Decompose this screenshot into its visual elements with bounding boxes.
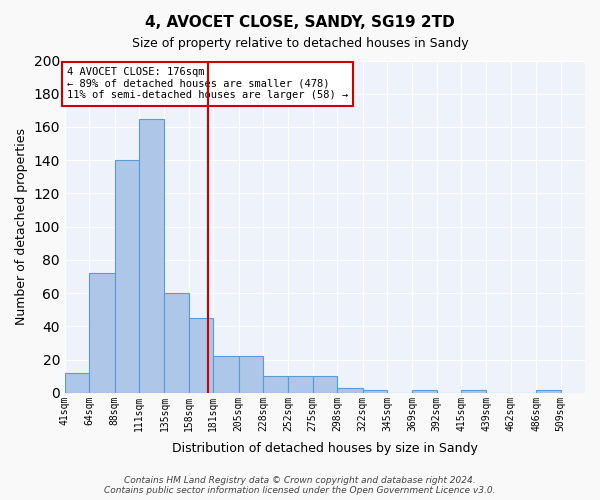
Bar: [337, 388, 362, 393]
Bar: [164, 293, 189, 393]
Bar: [313, 376, 337, 393]
Y-axis label: Number of detached properties: Number of detached properties: [15, 128, 28, 325]
Text: Contains HM Land Registry data © Crown copyright and database right 2024.
Contai: Contains HM Land Registry data © Crown c…: [104, 476, 496, 495]
Bar: [239, 356, 263, 393]
Bar: [65, 373, 89, 393]
Text: Size of property relative to detached houses in Sandy: Size of property relative to detached ho…: [131, 38, 469, 51]
Bar: [289, 376, 313, 393]
Bar: [213, 356, 239, 393]
Text: 4, AVOCET CLOSE, SANDY, SG19 2TD: 4, AVOCET CLOSE, SANDY, SG19 2TD: [145, 15, 455, 30]
Bar: [536, 390, 560, 393]
Text: 4 AVOCET CLOSE: 176sqm
← 89% of detached houses are smaller (478)
11% of semi-de: 4 AVOCET CLOSE: 176sqm ← 89% of detached…: [67, 67, 348, 100]
Bar: [461, 390, 487, 393]
Bar: [115, 160, 139, 393]
Bar: [189, 318, 213, 393]
Bar: [139, 118, 164, 393]
Bar: [412, 390, 437, 393]
Bar: [362, 390, 387, 393]
Bar: [89, 273, 115, 393]
X-axis label: Distribution of detached houses by size in Sandy: Distribution of detached houses by size …: [172, 442, 478, 455]
Bar: [263, 376, 289, 393]
